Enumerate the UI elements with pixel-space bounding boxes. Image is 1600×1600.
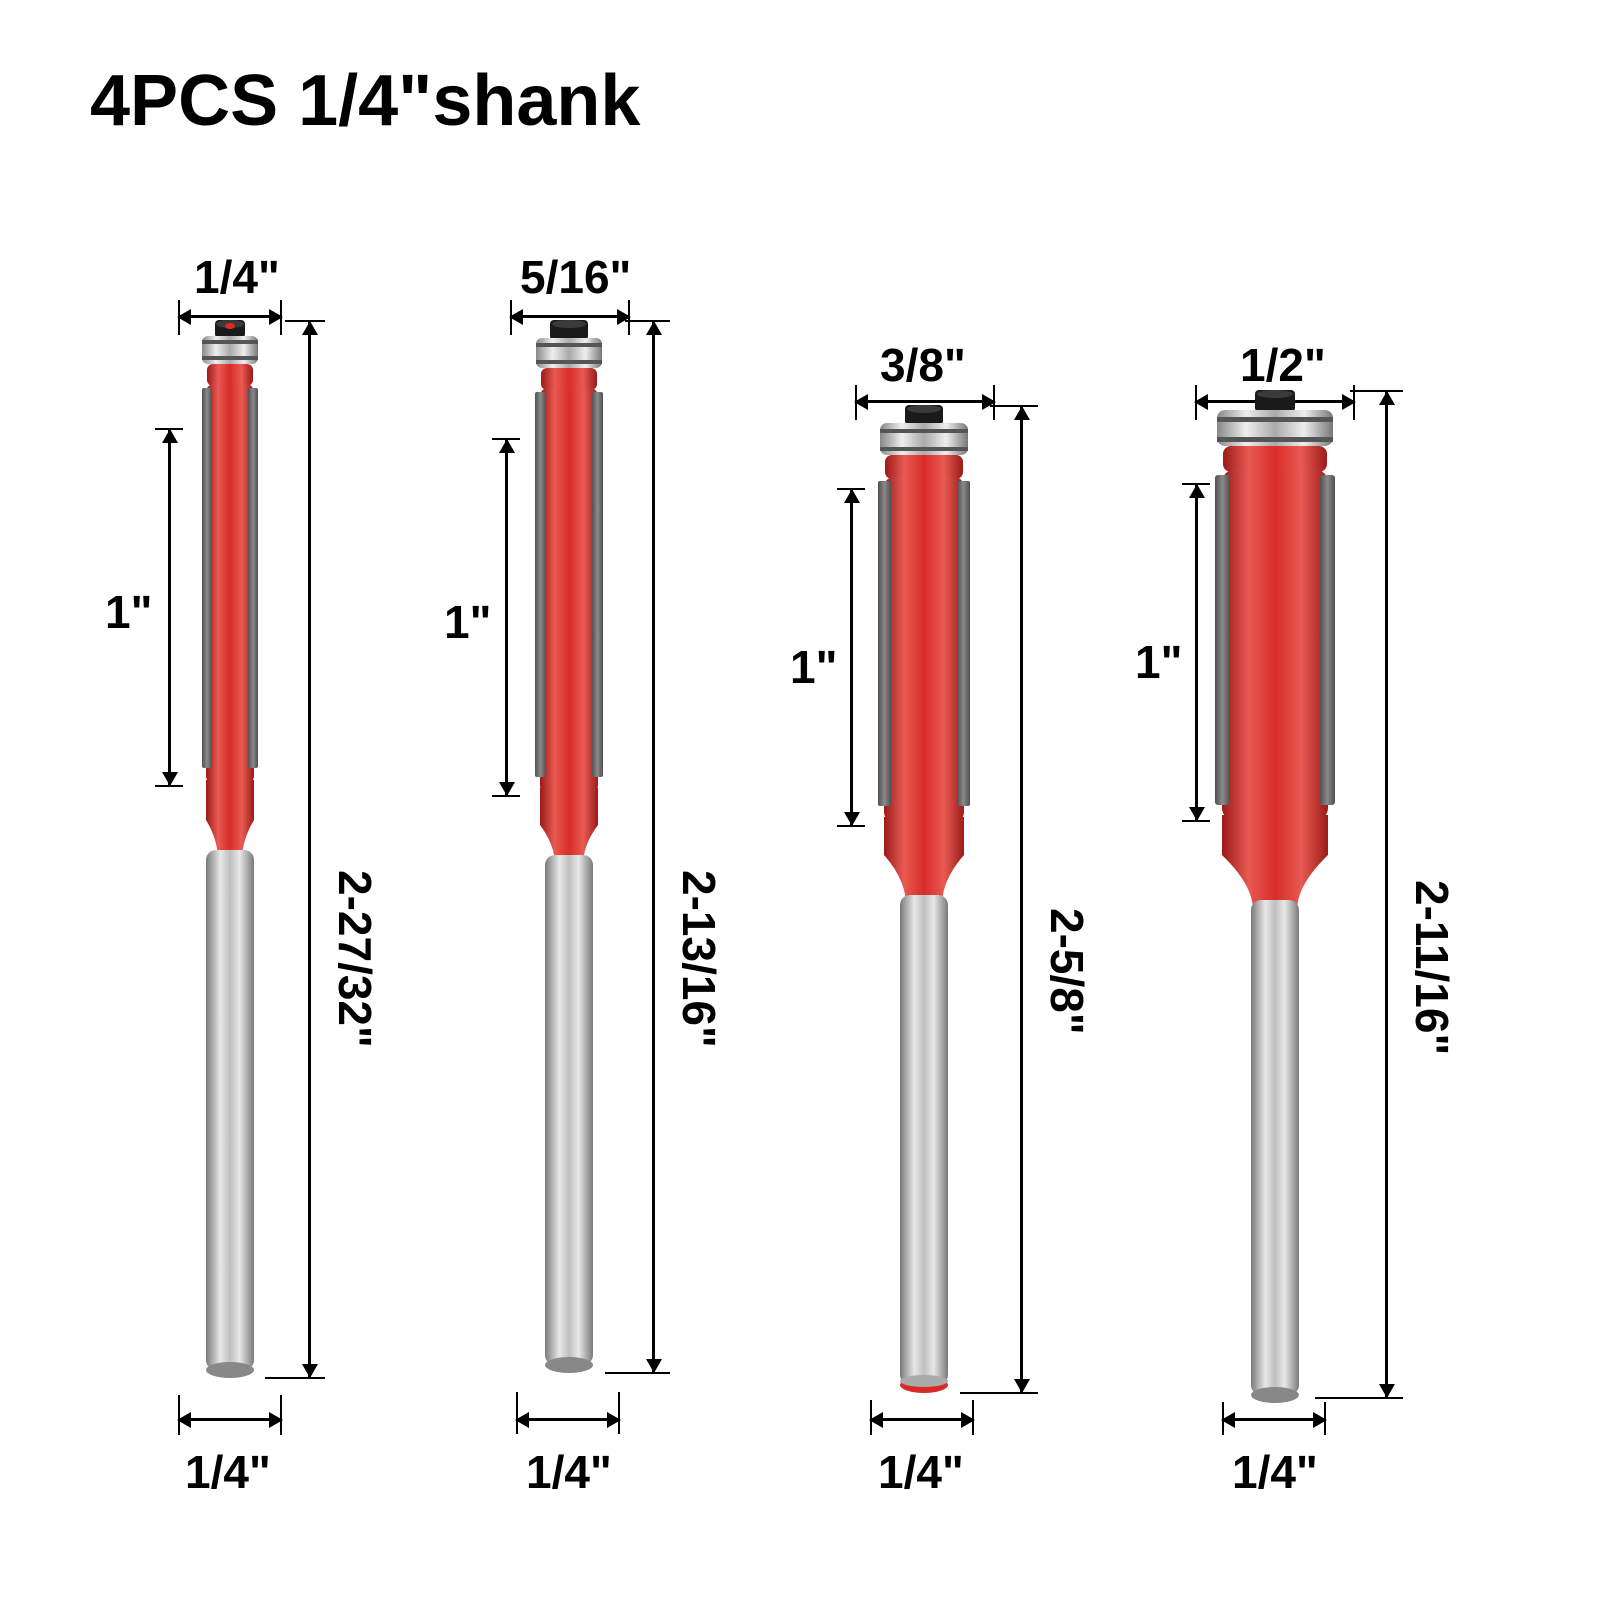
ext	[280, 1395, 282, 1435]
bit-1-svg	[175, 320, 295, 1390]
bit-2-cut-arrow	[505, 440, 508, 795]
ext	[492, 438, 520, 440]
bit-1-overall-arrow	[308, 322, 311, 1377]
ext	[285, 320, 325, 322]
ext	[155, 428, 183, 430]
ext	[960, 1392, 1038, 1394]
ext	[1182, 820, 1210, 822]
bit-1-shank-arrow	[178, 1418, 282, 1421]
bit-2-width-label: 5/16"	[520, 250, 631, 304]
ext	[837, 488, 865, 490]
bit-4-overall-label: 2-11/16"	[1405, 880, 1459, 1055]
ext	[990, 405, 1038, 407]
bit-3-cut-label: 1"	[790, 640, 837, 694]
ext	[618, 1392, 620, 1434]
bit-3-cut-arrow	[850, 490, 853, 825]
bit-4-shank-label: 1/4"	[1232, 1445, 1318, 1499]
bit-2-cut-label: 1"	[444, 595, 491, 649]
bit-4-width-label: 1/2"	[1240, 338, 1326, 392]
bit-3-svg	[850, 405, 1005, 1405]
ext	[1315, 1397, 1403, 1399]
bit-3-overall-arrow	[1020, 407, 1023, 1392]
bit-2-width-arrow	[510, 315, 630, 318]
bit-1-cut-label: 1"	[105, 585, 152, 639]
bit-1-cut-arrow	[168, 430, 171, 785]
bit-3-shank-label: 1/4"	[878, 1445, 964, 1499]
bit-3-width-arrow	[855, 400, 995, 403]
bit-1-width-arrow	[178, 315, 282, 318]
bit-2-overall-label: 2-13/16"	[672, 870, 726, 1048]
bit-2-svg	[505, 320, 640, 1385]
ext	[972, 1400, 974, 1435]
ext	[1182, 483, 1210, 485]
bit-1-overall-label: 2-27/32"	[328, 870, 382, 1048]
bit-4-svg	[1185, 390, 1370, 1410]
bit-4-shank-arrow	[1222, 1418, 1326, 1421]
bit-2-shank-label: 1/4"	[526, 1445, 612, 1499]
ext	[155, 785, 183, 787]
ext	[870, 1400, 872, 1435]
ext	[1350, 390, 1403, 392]
ext	[605, 1372, 670, 1374]
ext	[178, 1395, 180, 1435]
ext	[516, 1392, 518, 1434]
ext	[492, 795, 520, 797]
bit-1-width-label: 1/4"	[194, 250, 280, 304]
title: 4PCS 1/4"shank	[90, 60, 640, 142]
bit-1-shank-label: 1/4"	[185, 1445, 271, 1499]
bit-2-shank-arrow	[516, 1418, 620, 1421]
ext	[265, 1377, 325, 1379]
bit-3-overall-label: 2-5/8"	[1040, 908, 1094, 1035]
ext	[1324, 1402, 1326, 1435]
bit-3-shank-arrow	[870, 1418, 974, 1421]
ext	[1222, 1402, 1224, 1435]
bit-4-cut-label: 1"	[1135, 635, 1182, 689]
bit-2-overall-arrow	[652, 322, 655, 1372]
bit-3-width-label: 3/8"	[880, 338, 966, 392]
ext	[625, 320, 670, 322]
ext	[837, 825, 865, 827]
bit-4-cut-arrow	[1195, 485, 1198, 820]
bit-4-overall-arrow	[1385, 392, 1388, 1397]
